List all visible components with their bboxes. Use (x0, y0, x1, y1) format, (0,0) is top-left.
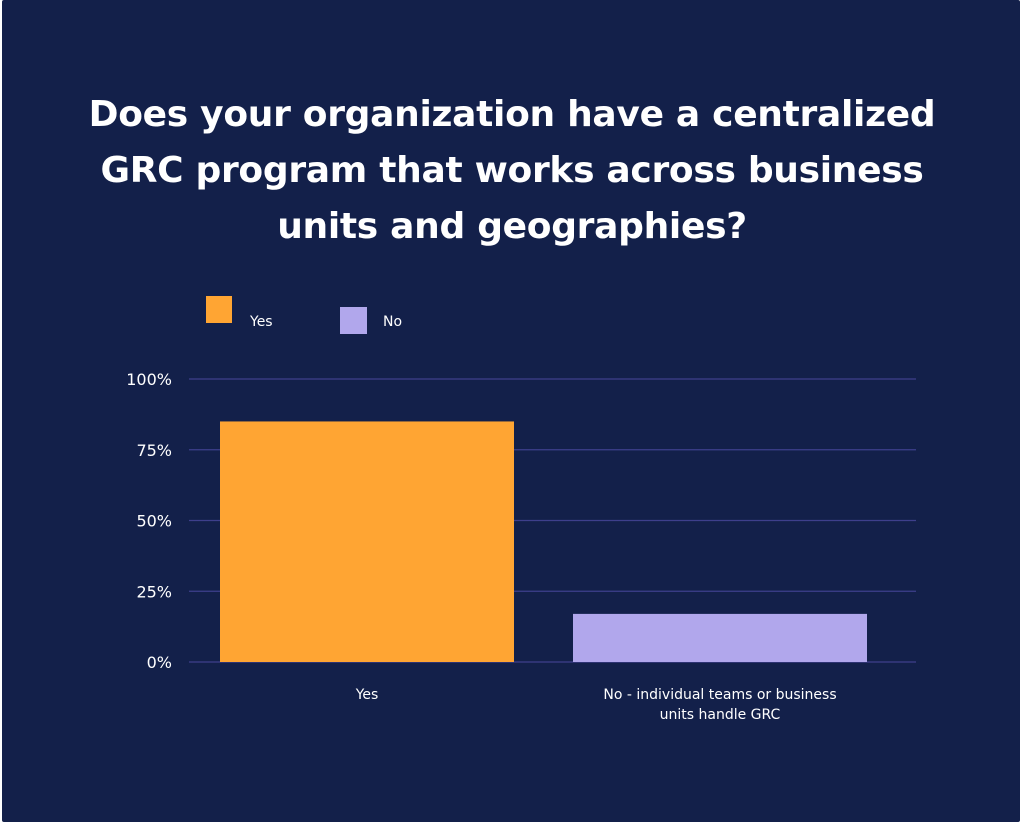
chart-title: Does your organization have a centralize… (88, 94, 936, 247)
y-tick-label: 25% (136, 582, 172, 601)
bar-no (573, 613, 867, 662)
y-axis-ticks: 0% 25% 50% 75% 100% (126, 370, 172, 672)
legend-swatch-no (340, 307, 367, 334)
x-category-label-line: units handle GRC (660, 707, 781, 723)
x-category-label: No - individual teams or business units h… (603, 687, 836, 723)
y-tick-label: 50% (136, 512, 172, 531)
bar-yes (220, 421, 514, 662)
bars (220, 421, 867, 662)
y-tick-label: 100% (126, 370, 172, 389)
x-category-label-line: Yes (355, 687, 379, 703)
x-category-label: Yes (355, 687, 379, 703)
x-axis-labels: Yes No - individual teams or business unit… (355, 687, 837, 723)
legend-label: No (383, 314, 402, 330)
x-category-label-line: No - individual teams or business (603, 687, 836, 703)
y-tick-label: 75% (136, 441, 172, 460)
y-tick-label: 0% (147, 653, 172, 672)
legend: Yes No (206, 296, 402, 334)
legend-label: Yes (249, 314, 273, 330)
legend-swatch-yes (206, 296, 232, 323)
